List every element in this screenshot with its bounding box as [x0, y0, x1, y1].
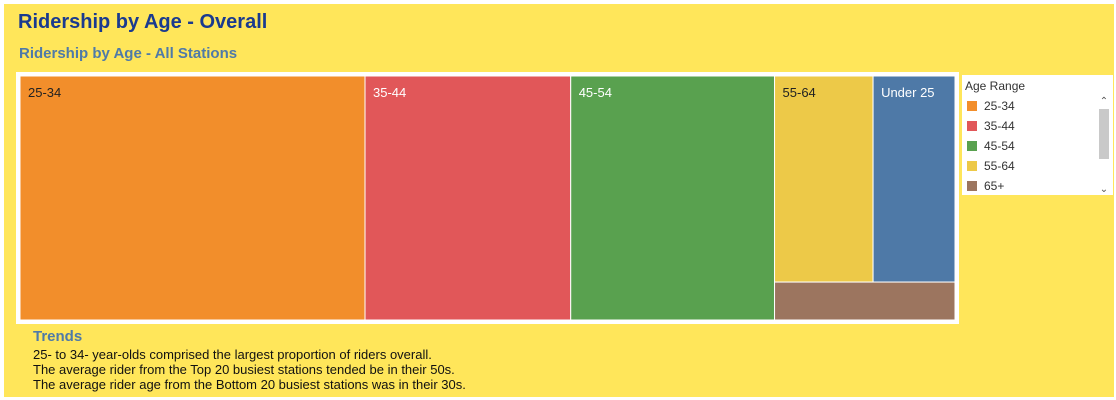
treemap-tile-55-64[interactable]: [774, 76, 874, 283]
treemap-tile-45-54[interactable]: [570, 76, 776, 320]
trend-line: The average rider from the Top 20 busies…: [33, 362, 455, 377]
chevron-down-icon[interactable]: ⌄: [1099, 184, 1109, 195]
treemap-tile-under-25[interactable]: [872, 76, 955, 283]
treemap-tile-35-44[interactable]: [364, 76, 572, 320]
dashboard: Ridership by Age - Overall Ridership by …: [4, 4, 1114, 397]
legend-swatch: [967, 101, 977, 111]
treemap-chart[interactable]: 25-34 35-44 45-54 55-64 Under 25: [20, 76, 955, 320]
legend-item-65-plus[interactable]: 65+: [967, 179, 1004, 193]
page-title: Ridership by Age - Overall: [18, 11, 268, 33]
legend-label: 45-54: [984, 139, 1015, 153]
legend: Age Range 25-34 35-44 45-54 55-64 65+ ⌃ …: [962, 75, 1113, 195]
chevron-up-icon[interactable]: ⌃: [1099, 96, 1109, 107]
trend-line: The average rider age from the Bottom 20…: [33, 377, 466, 392]
chart-subtitle: Ridership by Age - All Stations: [19, 45, 238, 62]
legend-item-35-44[interactable]: 35-44: [967, 119, 1015, 133]
treemap-label-55-64: 55-64: [783, 85, 816, 100]
legend-title: Age Range: [965, 79, 1026, 93]
legend-item-25-34[interactable]: 25-34: [967, 99, 1015, 113]
legend-label: 65+: [984, 179, 1005, 193]
legend-label: 25-34: [984, 99, 1015, 113]
legend-scrollbar[interactable]: ⌃ ⌄: [1097, 96, 1111, 196]
treemap-label-under-25: Under 25: [881, 85, 934, 100]
trends-title: Trends: [33, 328, 83, 345]
legend-label: 55-64: [984, 159, 1015, 173]
legend-swatch: [967, 121, 977, 131]
legend-swatch: [967, 181, 977, 191]
legend-swatch: [967, 141, 977, 151]
treemap-tile-25-34[interactable]: [20, 76, 366, 320]
trend-line: 25- to 34- year-olds comprised the large…: [33, 347, 432, 362]
legend-swatch: [967, 161, 977, 171]
scrollbar-thumb[interactable]: [1099, 109, 1109, 159]
treemap-label-35-44: 35-44: [373, 85, 406, 100]
treemap-label-45-54: 45-54: [579, 85, 612, 100]
treemap-frame: 25-34 35-44 45-54 55-64 Under 25: [16, 72, 959, 324]
treemap-label-25-34: 25-34: [28, 85, 61, 100]
treemap-tile-65-plus[interactable]: [774, 281, 955, 320]
trends-section: Trends 25- to 34- year-olds comprised th…: [33, 328, 933, 392]
legend-label: 35-44: [984, 119, 1015, 133]
legend-item-55-64[interactable]: 55-64: [967, 159, 1015, 173]
legend-item-45-54[interactable]: 45-54: [967, 139, 1015, 153]
